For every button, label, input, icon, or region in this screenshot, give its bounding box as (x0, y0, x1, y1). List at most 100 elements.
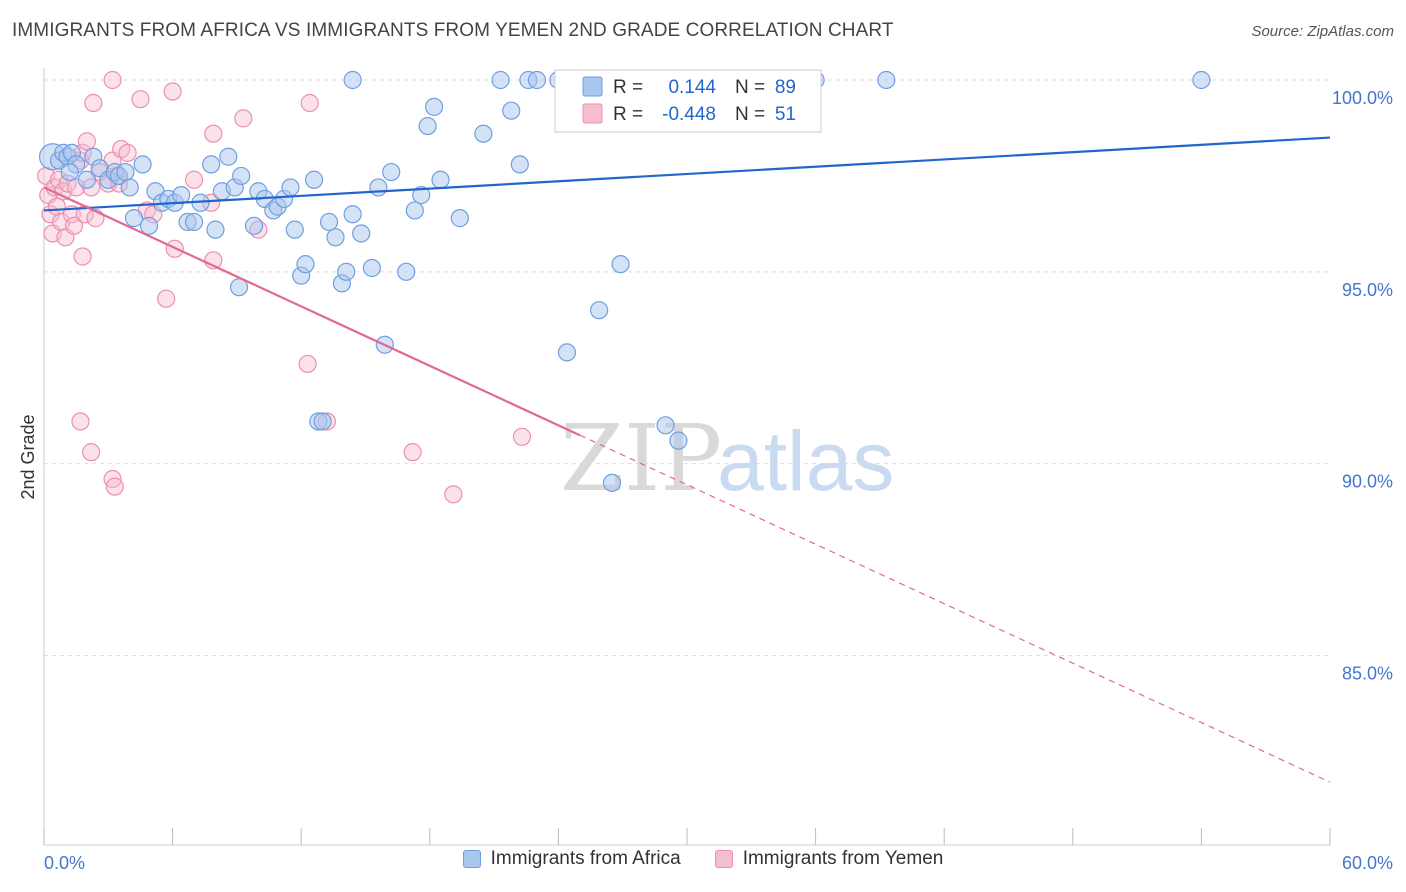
data-point-yemen (105, 477, 124, 496)
series-yemen-points (37, 70, 532, 504)
legend-label-africa: Immigrants from Africa (490, 848, 681, 869)
data-point-yemen (204, 124, 223, 143)
x-tick-label: 60.0% (1342, 853, 1393, 873)
trend-line-yemen (43, 186, 581, 437)
trend-line-yemen-extension (579, 434, 1331, 783)
data-point-yemen (512, 427, 532, 446)
data-point-africa (474, 124, 493, 143)
data-point-africa (491, 70, 510, 90)
data-point-africa (206, 220, 225, 239)
y-tick-label: 85.0% (1342, 664, 1393, 684)
data-point-africa (510, 155, 529, 174)
data-point-africa (77, 170, 96, 189)
y-tick-label: 100.0% (1332, 88, 1393, 108)
trend-line-africa (43, 136, 1331, 212)
data-point-yemen (84, 93, 103, 113)
grid-lines (44, 79, 1330, 656)
legend-label-yemen: Immigrants from Yemen (742, 848, 944, 869)
data-point-africa (590, 301, 609, 320)
data-point-yemen (77, 132, 96, 151)
data-point-yemen (71, 412, 90, 431)
data-point-africa (313, 412, 332, 431)
data-point-yemen (234, 109, 253, 128)
data-point-africa (285, 220, 304, 239)
data-point-yemen (118, 143, 137, 162)
data-point-africa (133, 155, 152, 174)
axes: 85.0% 90.0% 95.0% 100.0% 0.0% 60.0% (43, 68, 1393, 873)
y-tick-label: 90.0% (1342, 472, 1393, 492)
data-point-africa (502, 101, 521, 120)
stats-r-label-yemen: R = (613, 104, 643, 125)
data-point-africa (60, 162, 79, 182)
watermark-zip: ZIP (560, 405, 722, 512)
watermark-atlas: atlas (717, 414, 894, 508)
stats-r-label-africa: R = (613, 77, 643, 98)
data-point-africa (602, 473, 622, 492)
source-credit: Source: ZipAtlas.com (1251, 23, 1394, 40)
data-point-africa (184, 212, 204, 232)
data-point-yemen (300, 93, 319, 113)
data-point-yemen (403, 443, 422, 462)
data-point-africa (352, 224, 371, 243)
data-point-africa (418, 116, 437, 136)
data-point-africa (1192, 70, 1211, 90)
stats-n-label-africa: N = (735, 77, 765, 98)
data-point-yemen (82, 443, 101, 462)
stats-n-value-africa: 89 (775, 77, 796, 98)
data-point-africa (304, 170, 324, 189)
data-point-yemen (47, 197, 66, 216)
data-point-africa (527, 70, 547, 90)
legend-item-africa[interactable]: Immigrants from Africa (462, 848, 681, 870)
stats-box: R = 0.144 N = 89 R = -0.448 N = 51 (554, 69, 822, 133)
y-tick-label: 95.0% (1342, 280, 1393, 300)
data-point-africa (326, 228, 345, 247)
data-point-yemen (444, 485, 463, 504)
stats-r-value-africa: 0.144 (668, 77, 716, 98)
data-point-africa (450, 209, 469, 228)
data-point-africa (232, 166, 251, 186)
chart-title: IMMIGRANTS FROM AFRICA VS IMMIGRANTS FRO… (12, 20, 894, 41)
data-point-africa (343, 70, 362, 90)
x-tick-label: 0.0% (44, 853, 85, 873)
data-point-africa (397, 262, 416, 281)
data-point-yemen (64, 216, 84, 235)
data-point-africa (343, 205, 362, 224)
data-point-yemen (131, 90, 150, 109)
data-point-africa (424, 97, 444, 116)
data-point-africa (405, 201, 424, 220)
data-point-africa (120, 178, 139, 197)
data-point-africa (669, 431, 688, 450)
data-point-yemen (73, 247, 92, 266)
data-point-africa (412, 186, 431, 205)
data-point-africa (877, 70, 896, 90)
data-point-yemen (157, 289, 176, 308)
data-point-africa (139, 216, 159, 235)
data-point-africa (219, 147, 238, 166)
data-point-africa (202, 155, 221, 174)
data-point-africa (611, 255, 630, 274)
stats-n-label-yemen: N = (735, 104, 765, 125)
data-point-yemen (298, 354, 317, 374)
legend-item-yemen[interactable]: Immigrants from Yemen (714, 848, 944, 870)
data-point-yemen (163, 82, 182, 101)
stats-swatch-yemen (582, 103, 603, 124)
data-point-africa (281, 178, 300, 197)
data-point-africa (557, 343, 577, 362)
watermark: ZIP atlas (560, 405, 894, 512)
stats-swatch-africa (582, 76, 603, 97)
data-point-africa (362, 258, 382, 278)
data-point-africa (337, 262, 356, 281)
data-point-africa (319, 212, 339, 232)
stats-r-value-yemen: -0.448 (662, 104, 716, 125)
data-point-africa (382, 162, 401, 182)
legend: Immigrants from Africa Immigrants from Y… (0, 848, 1406, 870)
trend-lines (43, 136, 1331, 783)
stats-n-value-yemen: 51 (775, 104, 796, 125)
data-point-africa (431, 170, 450, 189)
data-point-africa (116, 162, 135, 182)
data-point-africa (369, 178, 388, 197)
data-point-africa (124, 209, 144, 228)
data-point-africa (172, 186, 191, 205)
data-point-africa (656, 416, 675, 435)
